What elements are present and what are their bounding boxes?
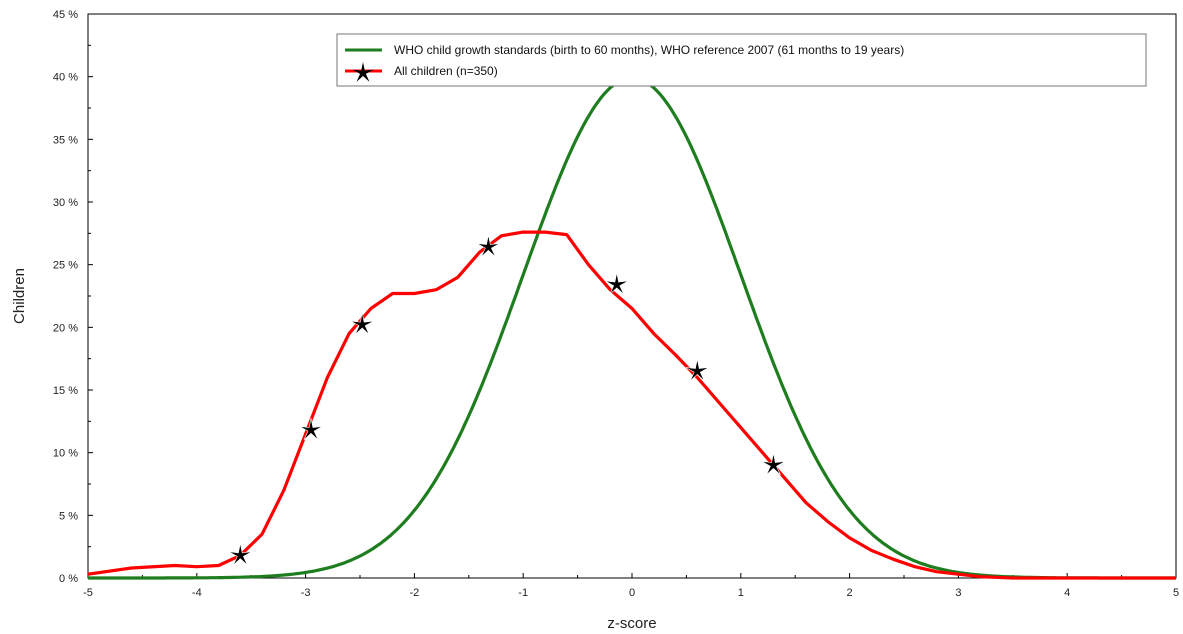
x-tick-label: -4	[192, 587, 202, 599]
data-point-star	[299, 418, 323, 441]
all-children-curve	[87, 230, 1176, 580]
x-tick-label: -2	[410, 587, 420, 599]
x-tick-label: -5	[83, 587, 93, 599]
y-tick-label: 40 %	[53, 72, 78, 84]
data-point-star	[476, 235, 500, 258]
y-axis-title: Children	[11, 268, 28, 324]
data-point-star	[228, 543, 252, 566]
data-point-star	[761, 453, 786, 476]
x-tick-label: -3	[301, 587, 311, 599]
data-point-star	[350, 312, 374, 335]
plot-area: -5 -4 -3 -2 -1 0 1 2 3 4 5 0 % 5 % 10 % 15 % 20 % 25 % 3…	[53, 9, 1179, 599]
x-tick-label: 4	[1064, 587, 1070, 599]
data-point-star	[605, 272, 629, 295]
x-tick-label: 1	[738, 587, 744, 599]
y-tick-label: 20 %	[53, 322, 78, 334]
x-tick-label: 5	[1173, 587, 1179, 599]
legend-label-who: WHO child growth standards (birth to 60 …	[394, 43, 904, 57]
who-reference-curve	[88, 76, 1176, 580]
y-tick-label: 45 %	[53, 9, 78, 21]
legend-label-all-children: All children (n=350)	[394, 64, 498, 78]
x-tick-label: -1	[518, 587, 528, 599]
legend-star-marker	[352, 62, 374, 82]
x-axis-title: z-score	[607, 615, 656, 632]
y-tick-label: 5 %	[59, 510, 78, 522]
legend-box	[336, 33, 1147, 87]
plot-frame	[87, 13, 1177, 579]
data-point-star	[685, 359, 709, 382]
y-tick-label: 10 %	[53, 448, 78, 460]
x-tick-label: 3	[955, 587, 961, 599]
y-tick-label: 25 %	[53, 260, 78, 272]
y-axis: 0 % 5 % 10 % 15 % 20 % 25 % 30 % 35 % 40 % 45 %	[53, 9, 93, 585]
x-tick-label: 2	[847, 587, 853, 599]
series-layer	[87, 76, 1176, 580]
marker-layer	[228, 235, 786, 566]
x-tick-label: 0	[629, 587, 635, 599]
y-tick-label: 0 %	[59, 573, 78, 585]
y-tick-label: 15 %	[53, 385, 78, 397]
y-tick-label: 35 %	[53, 134, 78, 146]
legend: WHO child growth standards (birth to 60 …	[336, 33, 1147, 87]
y-tick-label: 30 %	[53, 197, 78, 209]
